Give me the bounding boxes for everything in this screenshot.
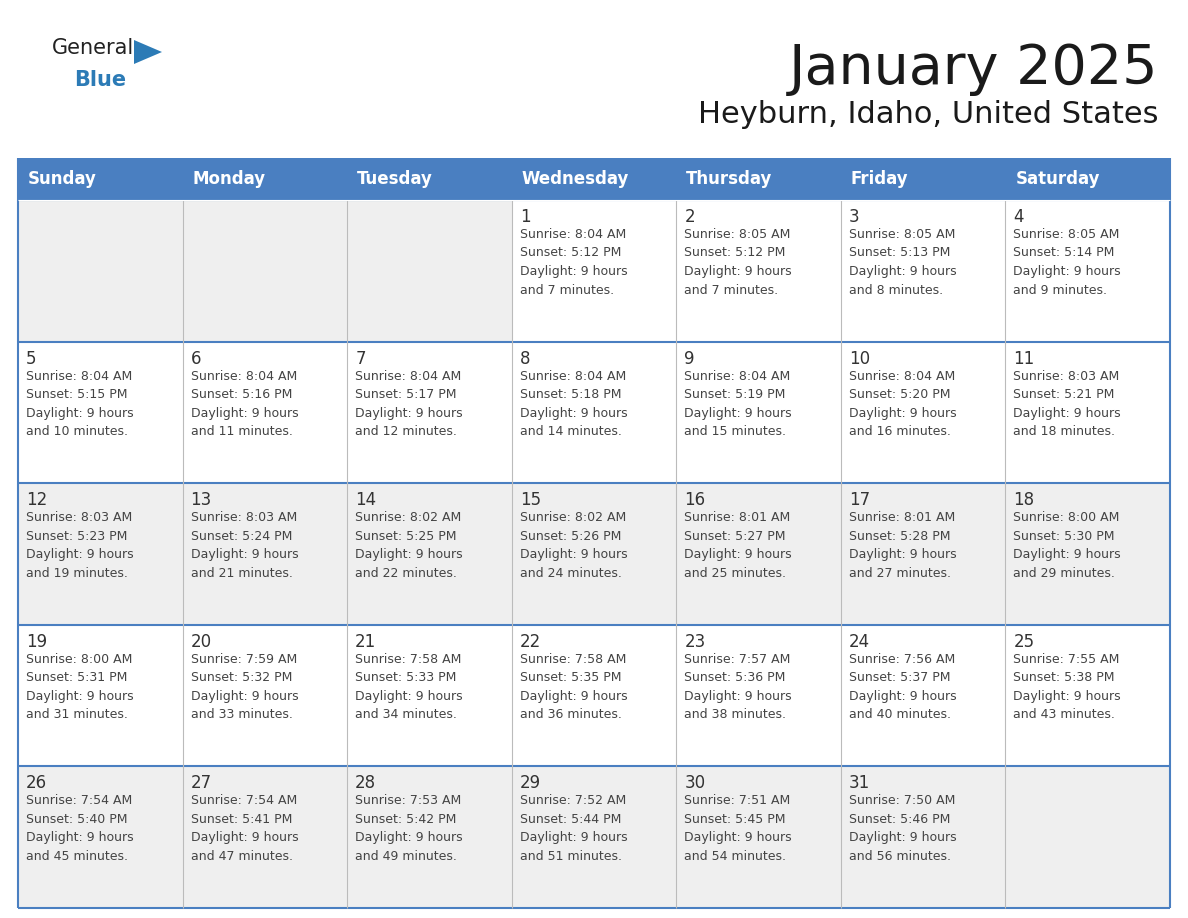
Text: Sunrise: 7:53 AM
Sunset: 5:42 PM
Daylight: 9 hours
and 49 minutes.: Sunrise: 7:53 AM Sunset: 5:42 PM Dayligh…: [355, 794, 463, 863]
Text: Sunday: Sunday: [29, 170, 97, 188]
Text: Sunrise: 8:04 AM
Sunset: 5:16 PM
Daylight: 9 hours
and 11 minutes.: Sunrise: 8:04 AM Sunset: 5:16 PM Dayligh…: [190, 370, 298, 438]
Text: Sunrise: 8:02 AM
Sunset: 5:26 PM
Daylight: 9 hours
and 24 minutes.: Sunrise: 8:02 AM Sunset: 5:26 PM Dayligh…: [519, 511, 627, 579]
Text: 20: 20: [190, 633, 211, 651]
Text: Heyburn, Idaho, United States: Heyburn, Idaho, United States: [697, 100, 1158, 129]
Text: 8: 8: [519, 350, 530, 367]
Bar: [676, 200, 841, 341]
Bar: [18, 625, 1170, 767]
Text: Sunrise: 7:58 AM
Sunset: 5:35 PM
Daylight: 9 hours
and 36 minutes.: Sunrise: 7:58 AM Sunset: 5:35 PM Dayligh…: [519, 653, 627, 722]
Text: Sunrise: 8:04 AM
Sunset: 5:15 PM
Daylight: 9 hours
and 10 minutes.: Sunrise: 8:04 AM Sunset: 5:15 PM Dayligh…: [26, 370, 133, 438]
Text: 10: 10: [849, 350, 870, 367]
Text: Sunrise: 7:55 AM
Sunset: 5:38 PM
Daylight: 9 hours
and 43 minutes.: Sunrise: 7:55 AM Sunset: 5:38 PM Dayligh…: [1013, 653, 1121, 722]
Text: Sunrise: 8:00 AM
Sunset: 5:30 PM
Daylight: 9 hours
and 29 minutes.: Sunrise: 8:00 AM Sunset: 5:30 PM Dayligh…: [1013, 511, 1121, 579]
Bar: [18, 200, 1170, 341]
Text: 29: 29: [519, 775, 541, 792]
Text: 14: 14: [355, 491, 377, 509]
Text: Sunrise: 7:54 AM
Sunset: 5:41 PM
Daylight: 9 hours
and 47 minutes.: Sunrise: 7:54 AM Sunset: 5:41 PM Dayligh…: [190, 794, 298, 863]
Polygon shape: [134, 40, 162, 64]
Text: 27: 27: [190, 775, 211, 792]
Text: 6: 6: [190, 350, 201, 367]
Text: Sunrise: 7:54 AM
Sunset: 5:40 PM
Daylight: 9 hours
and 45 minutes.: Sunrise: 7:54 AM Sunset: 5:40 PM Dayligh…: [26, 794, 133, 863]
Text: 25: 25: [1013, 633, 1035, 651]
Text: Sunrise: 8:04 AM
Sunset: 5:12 PM
Daylight: 9 hours
and 7 minutes.: Sunrise: 8:04 AM Sunset: 5:12 PM Dayligh…: [519, 228, 627, 297]
Text: Sunrise: 8:05 AM
Sunset: 5:14 PM
Daylight: 9 hours
and 9 minutes.: Sunrise: 8:05 AM Sunset: 5:14 PM Dayligh…: [1013, 228, 1121, 297]
Bar: [18, 767, 1170, 908]
Text: Sunrise: 8:02 AM
Sunset: 5:25 PM
Daylight: 9 hours
and 22 minutes.: Sunrise: 8:02 AM Sunset: 5:25 PM Dayligh…: [355, 511, 463, 579]
Text: 2: 2: [684, 208, 695, 226]
Bar: [512, 158, 676, 200]
Bar: [1005, 200, 1170, 341]
Text: Sunrise: 7:56 AM
Sunset: 5:37 PM
Daylight: 9 hours
and 40 minutes.: Sunrise: 7:56 AM Sunset: 5:37 PM Dayligh…: [849, 653, 956, 722]
Text: January 2025: January 2025: [789, 42, 1158, 96]
Bar: [347, 200, 512, 341]
Text: Sunrise: 8:01 AM
Sunset: 5:27 PM
Daylight: 9 hours
and 25 minutes.: Sunrise: 8:01 AM Sunset: 5:27 PM Dayligh…: [684, 511, 792, 579]
Text: 19: 19: [26, 633, 48, 651]
Bar: [347, 158, 512, 200]
Text: Blue: Blue: [74, 70, 126, 90]
Text: Sunrise: 7:52 AM
Sunset: 5:44 PM
Daylight: 9 hours
and 51 minutes.: Sunrise: 7:52 AM Sunset: 5:44 PM Dayligh…: [519, 794, 627, 863]
Text: 15: 15: [519, 491, 541, 509]
Text: 7: 7: [355, 350, 366, 367]
Bar: [512, 200, 676, 341]
Text: 31: 31: [849, 775, 870, 792]
Text: Wednesday: Wednesday: [522, 170, 630, 188]
Text: Sunrise: 7:59 AM
Sunset: 5:32 PM
Daylight: 9 hours
and 33 minutes.: Sunrise: 7:59 AM Sunset: 5:32 PM Dayligh…: [190, 653, 298, 722]
Text: 24: 24: [849, 633, 870, 651]
Text: 22: 22: [519, 633, 541, 651]
Text: 28: 28: [355, 775, 377, 792]
Text: Sunrise: 8:03 AM
Sunset: 5:24 PM
Daylight: 9 hours
and 21 minutes.: Sunrise: 8:03 AM Sunset: 5:24 PM Dayligh…: [190, 511, 298, 579]
Text: 16: 16: [684, 491, 706, 509]
Text: Sunrise: 8:01 AM
Sunset: 5:28 PM
Daylight: 9 hours
and 27 minutes.: Sunrise: 8:01 AM Sunset: 5:28 PM Dayligh…: [849, 511, 956, 579]
Text: 13: 13: [190, 491, 211, 509]
Bar: [676, 158, 841, 200]
Text: 18: 18: [1013, 491, 1035, 509]
Text: 11: 11: [1013, 350, 1035, 367]
Text: Tuesday: Tuesday: [358, 170, 432, 188]
Text: 4: 4: [1013, 208, 1024, 226]
Text: 23: 23: [684, 633, 706, 651]
Text: 21: 21: [355, 633, 377, 651]
Text: Sunrise: 8:04 AM
Sunset: 5:19 PM
Daylight: 9 hours
and 15 minutes.: Sunrise: 8:04 AM Sunset: 5:19 PM Dayligh…: [684, 370, 792, 438]
Text: Sunrise: 7:51 AM
Sunset: 5:45 PM
Daylight: 9 hours
and 54 minutes.: Sunrise: 7:51 AM Sunset: 5:45 PM Dayligh…: [684, 794, 792, 863]
Text: Sunrise: 8:04 AM
Sunset: 5:17 PM
Daylight: 9 hours
and 12 minutes.: Sunrise: 8:04 AM Sunset: 5:17 PM Dayligh…: [355, 370, 463, 438]
Text: Thursday: Thursday: [687, 170, 772, 188]
Text: Monday: Monday: [192, 170, 266, 188]
Text: Sunrise: 7:50 AM
Sunset: 5:46 PM
Daylight: 9 hours
and 56 minutes.: Sunrise: 7:50 AM Sunset: 5:46 PM Dayligh…: [849, 794, 956, 863]
Text: Sunrise: 7:58 AM
Sunset: 5:33 PM
Daylight: 9 hours
and 34 minutes.: Sunrise: 7:58 AM Sunset: 5:33 PM Dayligh…: [355, 653, 463, 722]
Text: Sunrise: 8:03 AM
Sunset: 5:23 PM
Daylight: 9 hours
and 19 minutes.: Sunrise: 8:03 AM Sunset: 5:23 PM Dayligh…: [26, 511, 133, 579]
Text: General: General: [52, 38, 134, 58]
Bar: [183, 158, 347, 200]
Bar: [18, 483, 1170, 625]
Text: Sunrise: 8:03 AM
Sunset: 5:21 PM
Daylight: 9 hours
and 18 minutes.: Sunrise: 8:03 AM Sunset: 5:21 PM Dayligh…: [1013, 370, 1121, 438]
Text: 12: 12: [26, 491, 48, 509]
Text: Friday: Friday: [851, 170, 909, 188]
Bar: [18, 158, 183, 200]
Bar: [183, 200, 347, 341]
Text: Sunrise: 8:05 AM
Sunset: 5:12 PM
Daylight: 9 hours
and 7 minutes.: Sunrise: 8:05 AM Sunset: 5:12 PM Dayligh…: [684, 228, 792, 297]
Text: Saturday: Saturday: [1016, 170, 1100, 188]
Text: 26: 26: [26, 775, 48, 792]
Text: 9: 9: [684, 350, 695, 367]
Text: 30: 30: [684, 775, 706, 792]
Text: 5: 5: [26, 350, 37, 367]
Text: Sunrise: 8:04 AM
Sunset: 5:20 PM
Daylight: 9 hours
and 16 minutes.: Sunrise: 8:04 AM Sunset: 5:20 PM Dayligh…: [849, 370, 956, 438]
Text: Sunrise: 8:00 AM
Sunset: 5:31 PM
Daylight: 9 hours
and 31 minutes.: Sunrise: 8:00 AM Sunset: 5:31 PM Dayligh…: [26, 653, 133, 722]
Bar: [841, 200, 1005, 341]
Bar: [18, 200, 183, 341]
Bar: [18, 341, 1170, 483]
Bar: [1005, 158, 1170, 200]
Text: 1: 1: [519, 208, 530, 226]
Text: 3: 3: [849, 208, 859, 226]
Text: Sunrise: 8:05 AM
Sunset: 5:13 PM
Daylight: 9 hours
and 8 minutes.: Sunrise: 8:05 AM Sunset: 5:13 PM Dayligh…: [849, 228, 956, 297]
Bar: [841, 158, 1005, 200]
Text: Sunrise: 7:57 AM
Sunset: 5:36 PM
Daylight: 9 hours
and 38 minutes.: Sunrise: 7:57 AM Sunset: 5:36 PM Dayligh…: [684, 653, 792, 722]
Text: 17: 17: [849, 491, 870, 509]
Text: Sunrise: 8:04 AM
Sunset: 5:18 PM
Daylight: 9 hours
and 14 minutes.: Sunrise: 8:04 AM Sunset: 5:18 PM Dayligh…: [519, 370, 627, 438]
